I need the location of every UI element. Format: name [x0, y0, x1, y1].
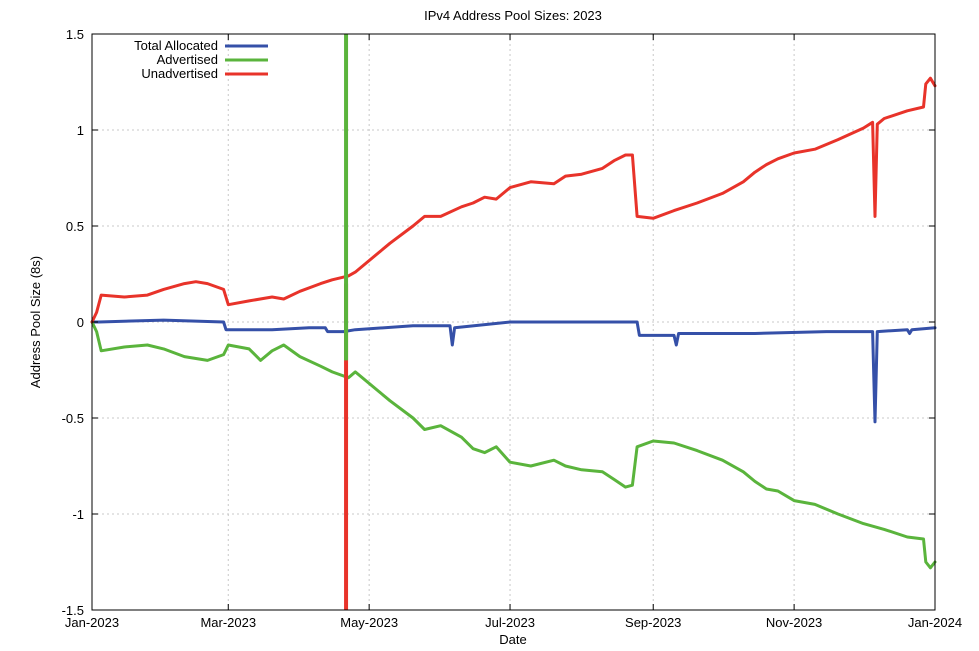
x-tick-label: Jan-2023 — [65, 615, 119, 630]
x-tick-label: Jul-2023 — [485, 615, 535, 630]
x-tick-label: Jan-2024 — [908, 615, 962, 630]
x-axis-title: Date — [499, 632, 526, 647]
legend-label: Advertised — [157, 52, 218, 67]
y-tick-label: 1 — [77, 123, 84, 138]
legend-label: Unadvertised — [141, 66, 218, 81]
x-tick-label: Sep-2023 — [625, 615, 681, 630]
y-tick-label: 1.5 — [66, 27, 84, 42]
series-layer — [90, 34, 937, 610]
x-tick-label: Mar-2023 — [200, 615, 256, 630]
y-axis-title: Address Pool Size (8s) — [28, 256, 43, 388]
y-tick-label: -0.5 — [62, 411, 84, 426]
ticks: Jan-2023 Mar-2023 May-2023 Jul-2023 Sep-2023… — [62, 27, 963, 630]
series-line-total-allocated — [90, 318, 937, 424]
y-tick-label: -1 — [72, 507, 84, 522]
y-tick-label: 0 — [77, 315, 84, 330]
series-line-unadvertised — [90, 76, 937, 324]
y-tick-label: 0.5 — [66, 219, 84, 234]
x-tick-label: May-2023 — [340, 615, 398, 630]
chart-title: IPv4 Address Pool Sizes: 2023 — [424, 8, 602, 23]
legend-label: Total Allocated — [134, 38, 218, 53]
x-tick-label: Nov-2023 — [766, 615, 822, 630]
y-tick-label: -1.5 — [62, 603, 84, 618]
series-line-advertised — [90, 320, 937, 570]
